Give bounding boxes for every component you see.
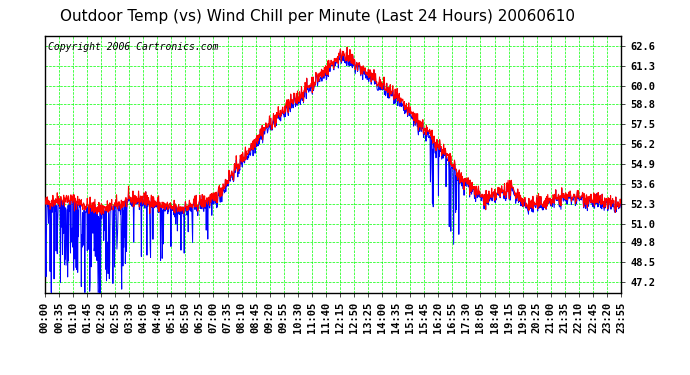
Text: Copyright 2006 Cartronics.com: Copyright 2006 Cartronics.com bbox=[48, 42, 218, 52]
Text: Outdoor Temp (vs) Wind Chill per Minute (Last 24 Hours) 20060610: Outdoor Temp (vs) Wind Chill per Minute … bbox=[60, 9, 575, 24]
